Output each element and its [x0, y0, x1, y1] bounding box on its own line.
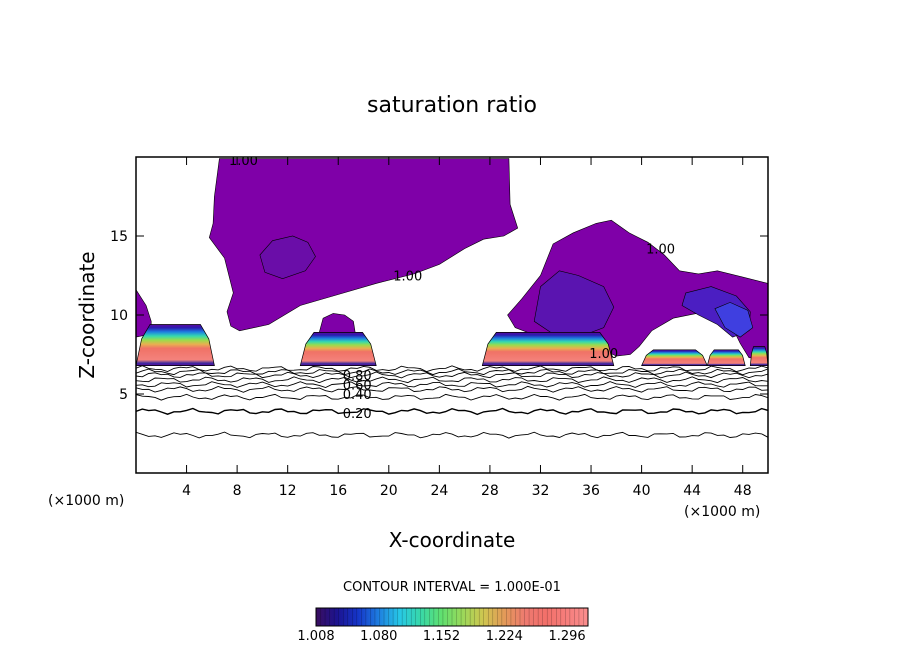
- x-axis-ticks: 4 8 12 16 20 24 28 32 36 40 44 48: [182, 157, 752, 499]
- upper-supersaturated-region-left: [208, 158, 519, 332]
- contour-label: 1.00: [229, 154, 258, 169]
- cloud-bank-13-19: [299, 332, 377, 366]
- x-tick-label: 36: [582, 483, 600, 499]
- y-tick-label: 5: [119, 387, 128, 403]
- y-tick-label: 10: [110, 308, 128, 324]
- chart-title: saturation ratio: [367, 93, 537, 118]
- y-axis-label: Z-coordinate: [75, 251, 99, 378]
- contour-line-0-5: [136, 381, 768, 388]
- cloud-banks: [136, 324, 768, 366]
- supersaturated-regions: [136, 158, 768, 360]
- x-unit-left: (×1000 m): [48, 493, 124, 509]
- colorbar: 1.008 1.080 1.152 1.224 1.296: [297, 607, 589, 644]
- contour-label: 0.80: [343, 369, 372, 384]
- cloud-bank-0-5: [136, 324, 215, 366]
- y-tick-label: 15: [110, 229, 128, 245]
- x-tick-label: 40: [633, 483, 651, 499]
- colorbar-tick-label: 1.152: [423, 629, 460, 644]
- x-unit-right: (×1000 m): [684, 504, 760, 520]
- contour-label: 0.60: [343, 379, 372, 394]
- x-tick-label: 32: [532, 483, 550, 499]
- x-tick-label: 12: [279, 483, 297, 499]
- x-tick-label: 48: [734, 483, 752, 499]
- colorbar-tick-label: 1.008: [297, 629, 334, 644]
- contour-label: 1.00: [393, 270, 422, 285]
- x-axis-label: X-coordinate: [389, 528, 516, 552]
- contour-lines: [136, 365, 768, 439]
- inner-moist-core-1: [259, 235, 316, 280]
- x-tick-label: 44: [683, 483, 701, 499]
- x-tick-label: 24: [430, 483, 448, 499]
- inner-moist-core-2: [533, 270, 615, 338]
- x-tick-label: 16: [329, 483, 347, 499]
- contour-label: 0.40: [343, 388, 372, 403]
- contour-interval-text: CONTOUR INTERVAL = 1.000E-01: [343, 580, 561, 595]
- contour-label: 1.00: [646, 243, 675, 258]
- contour-label: 1.00: [589, 347, 618, 362]
- contour-line-0-1: [136, 431, 768, 439]
- colorbar-tick-label: 1.224: [486, 629, 523, 644]
- colorbar-tick-label: 1.296: [548, 629, 585, 644]
- colorbar-tick-label: 1.080: [360, 629, 397, 644]
- plot-area: 1.00 1.00 1.00 1.00 0.800.600.40 0.20: [136, 154, 768, 439]
- x-tick-label: 20: [380, 483, 398, 499]
- cloud-bank-49-50: [749, 346, 768, 366]
- contour-label: 0.20: [343, 407, 372, 422]
- contour-line-0-6: [136, 376, 768, 384]
- x-tick-label: 8: [233, 483, 242, 499]
- cloud-bank-45-48: [706, 349, 746, 366]
- contour-line-0-3: [136, 393, 768, 401]
- contour-line-0-2: [136, 407, 768, 416]
- contour-line-0-9: [136, 365, 768, 373]
- contour-labels: 1.00 1.00 1.00 1.00 0.800.600.40 0.20: [229, 154, 675, 422]
- cloud-bank-40-45: [641, 349, 708, 366]
- colorbar-ramp: [315, 607, 589, 627]
- contour-line-0-4: [136, 385, 768, 393]
- x-tick-label: 28: [481, 483, 499, 499]
- y-axis-ticks: 5 10 15: [110, 229, 768, 403]
- x-tick-label: 4: [182, 483, 191, 499]
- contour-line-0-7: [136, 371, 768, 379]
- contour-line-0-8: [136, 368, 768, 376]
- inner-moist-core-4: [714, 302, 754, 338]
- cloud-bank-28-37: [481, 332, 615, 366]
